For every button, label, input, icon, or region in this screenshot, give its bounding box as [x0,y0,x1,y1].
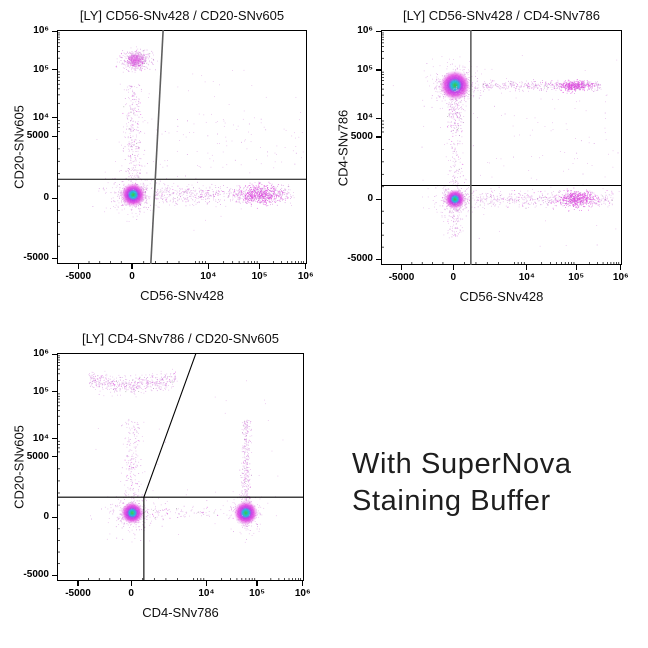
y-tick-mark [376,136,381,138]
x-tick-mark [302,581,304,586]
x-axis-label: CD4-SNv786 [142,605,219,620]
x-tick-mark [305,264,307,269]
x-tick-label: -5000 [65,271,92,282]
y-tick-label: 10⁵ [33,385,49,397]
y-tick-mark [52,574,57,576]
y-tick-label: 10⁶ [33,25,49,37]
caption-line-2: Staining Buffer [352,485,551,517]
y-tick-mark [52,135,57,138]
y-tick-label: 10⁴ [32,111,49,123]
y-tick-label: 5000 [26,130,49,142]
x-tick-label: -5000 [388,272,415,283]
y-tick-label: 0 [367,193,373,205]
x-tick-mark [130,581,132,586]
y-tick-mark [52,30,57,32]
x-tick-mark [131,264,133,269]
y-tick-label: -5000 [23,569,49,581]
x-tick-mark [620,265,622,270]
x-tick-label: 0 [128,588,134,599]
x-tick-label: 10⁴ [200,271,217,282]
scatter-canvas [57,30,307,264]
y-tick-mark [52,391,57,393]
plot-title: [LY] CD56-SNv428 / CD4-SNv786 [402,8,600,23]
x-tick-label: 10⁶ [612,272,629,283]
y-tick-label: 0 [43,192,49,204]
y-tick-label: -5000 [23,252,49,264]
y-tick-label: -5000 [347,253,373,265]
scatter-canvas [57,353,304,581]
y-tick-mark [52,117,57,119]
x-tick-label: 0 [450,272,457,283]
y-tick-label: 10⁴ [356,112,373,124]
x-tick-mark [575,265,577,270]
y-tick-mark [376,198,381,200]
y-tick-mark [52,69,57,71]
caption-line-1: With SuperNova [352,448,572,480]
y-tick-mark [52,437,57,440]
y-tick-mark [52,257,57,259]
y-tick-label: 10⁴ [32,432,49,444]
y-tick-mark [52,516,57,518]
x-tick-label: 10⁵ [251,271,268,282]
y-tick-mark [376,117,381,119]
y-tick-mark [52,197,57,200]
x-tick-mark [452,265,454,270]
caption-text: With SuperNova Staining Buffer [352,446,572,520]
x-tick-label: 10⁴ [198,588,215,599]
x-tick-label: 0 [129,271,135,282]
scatter-canvas [381,30,622,265]
x-axis-label: CD56-SNv428 [140,288,224,303]
y-tick-label: 5000 [350,130,373,142]
x-tick-mark [207,264,209,269]
y-tick-label: 10⁵ [357,63,373,75]
x-tick-mark [205,581,208,586]
x-tick-label: 10⁴ [518,272,535,283]
x-axis-label: CD56-SNv428 [459,289,544,304]
x-tick-label: 10⁶ [294,588,311,599]
x-tick-mark [77,581,79,586]
y-tick-mark [376,30,381,32]
y-tick-mark [376,69,381,71]
x-tick-mark [77,264,79,269]
plot-title: [LY] CD4-SNv786 / CD20-SNv605 [81,331,279,346]
x-tick-label: 10⁵ [568,272,585,283]
x-tick-mark [258,264,261,269]
x-tick-mark [400,265,403,270]
x-tick-mark [526,265,528,270]
x-tick-label: 10⁵ [249,588,265,599]
y-tick-label: 0 [43,511,49,523]
x-tick-label: 10⁶ [297,271,314,282]
y-tick-label: 10⁶ [357,25,373,37]
y-tick-mark [376,258,381,260]
y-tick-label: 5000 [26,450,49,462]
y-tick-label: 10⁵ [33,63,49,75]
y-tick-mark [52,456,57,458]
x-tick-label: -5000 [65,588,91,599]
y-tick-mark [52,353,57,355]
plot-title: [LY] CD56-SNv428 / CD20-SNv605 [79,8,285,23]
x-tick-mark [256,581,258,586]
y-tick-label: 10⁶ [33,348,49,360]
